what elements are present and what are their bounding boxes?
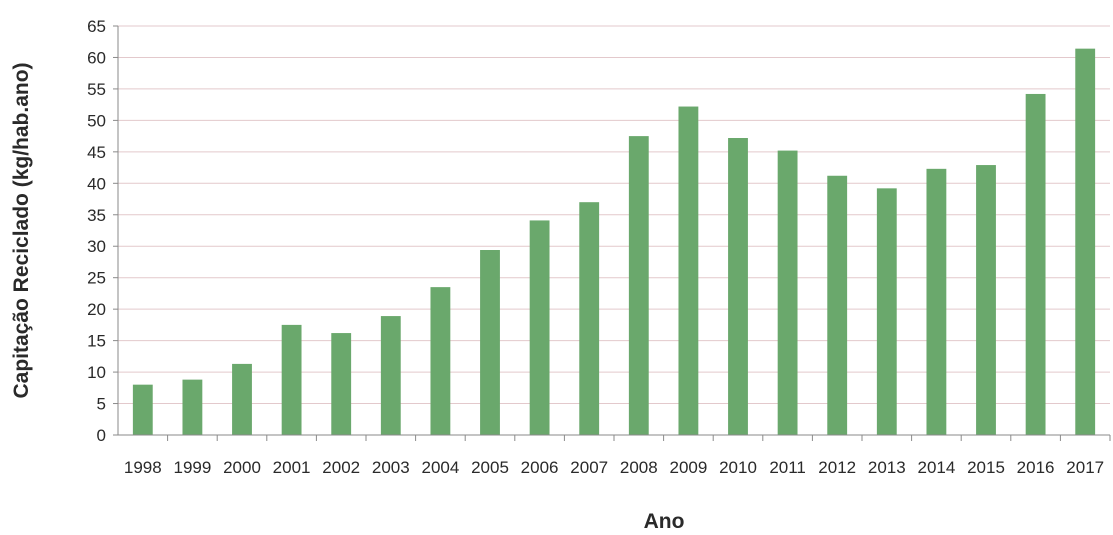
bar-2003 bbox=[380, 316, 401, 435]
bar-2007 bbox=[579, 202, 600, 435]
bar-1998 bbox=[132, 384, 153, 435]
y-tick-label: 65 bbox=[87, 17, 106, 36]
x-tick-label: 2015 bbox=[967, 458, 1005, 477]
y-tick-label: 25 bbox=[87, 269, 106, 288]
x-tick-label: 2004 bbox=[421, 458, 459, 477]
x-tick-label: 1998 bbox=[124, 458, 162, 477]
x-tick-label: 2013 bbox=[868, 458, 906, 477]
x-tick-label: 2011 bbox=[769, 458, 806, 477]
axes bbox=[113, 25, 1111, 441]
bar-2005 bbox=[480, 250, 500, 435]
bar-2009 bbox=[678, 106, 699, 436]
y-tick-label: 20 bbox=[87, 300, 106, 319]
y-axis-title: Capitação Reciclado (kg/hab.ano) bbox=[10, 62, 33, 398]
bar-2014 bbox=[926, 168, 947, 435]
bar-2013 bbox=[876, 188, 897, 435]
y-tick-label: 0 bbox=[97, 426, 106, 445]
x-tick-label: 2012 bbox=[818, 458, 856, 477]
y-tick-labels: 0 5 10 15 20 25 30 35 40 45 50 55 60 65 bbox=[87, 17, 106, 445]
bar-2006 bbox=[529, 220, 550, 435]
bar-2001 bbox=[281, 324, 302, 435]
bar-2010 bbox=[728, 138, 748, 435]
x-tick-label: 2006 bbox=[521, 458, 559, 477]
bar-2011 bbox=[777, 150, 798, 435]
bar-2004 bbox=[430, 287, 451, 435]
y-tick-label: 35 bbox=[87, 206, 106, 225]
x-tick-label: 2000 bbox=[223, 458, 261, 477]
bar-2015 bbox=[976, 165, 996, 435]
x-axis-title: Ano bbox=[644, 510, 685, 533]
y-tick-label: 60 bbox=[87, 48, 106, 67]
x-tick-label: 2005 bbox=[471, 458, 509, 477]
x-tick-label: 2014 bbox=[917, 458, 955, 477]
y-tick-label: 30 bbox=[87, 237, 106, 256]
x-tick-label: 2001 bbox=[273, 458, 311, 477]
y-tick-label: 15 bbox=[87, 332, 106, 351]
gridlines bbox=[118, 25, 1110, 405]
y-tick-label: 10 bbox=[87, 363, 106, 382]
x-tick-label: 2009 bbox=[669, 458, 707, 477]
x-tick-label: 2010 bbox=[719, 458, 757, 477]
bar-2016 bbox=[1025, 93, 1046, 436]
y-tick-label: 40 bbox=[87, 174, 106, 193]
x-tick-label: 2002 bbox=[322, 458, 360, 477]
bar-1999 bbox=[182, 379, 203, 435]
x-tick-labels: 1998 1999 2000 2001 2002 2003 2004 2005 2006 2007… bbox=[124, 458, 1104, 477]
y-tick-label: 55 bbox=[87, 80, 106, 99]
bar-2017 bbox=[1075, 48, 1096, 435]
x-tick-label: 1999 bbox=[173, 458, 211, 477]
x-tick-label: 2003 bbox=[372, 458, 410, 477]
x-tick-label: 2016 bbox=[1017, 458, 1055, 477]
y-tick-label: 45 bbox=[87, 143, 106, 162]
bar-2012 bbox=[827, 175, 848, 435]
y-tick-label: 50 bbox=[87, 111, 106, 130]
x-tick-label: 2008 bbox=[620, 458, 658, 477]
bars bbox=[132, 48, 1096, 436]
bar-2000 bbox=[232, 363, 252, 435]
x-tick-label: 2007 bbox=[570, 458, 608, 477]
y-tick-label: 5 bbox=[97, 395, 106, 414]
x-tick-label: 2017 bbox=[1066, 458, 1104, 477]
bar-2002 bbox=[331, 333, 352, 435]
bar-2008 bbox=[628, 136, 649, 435]
